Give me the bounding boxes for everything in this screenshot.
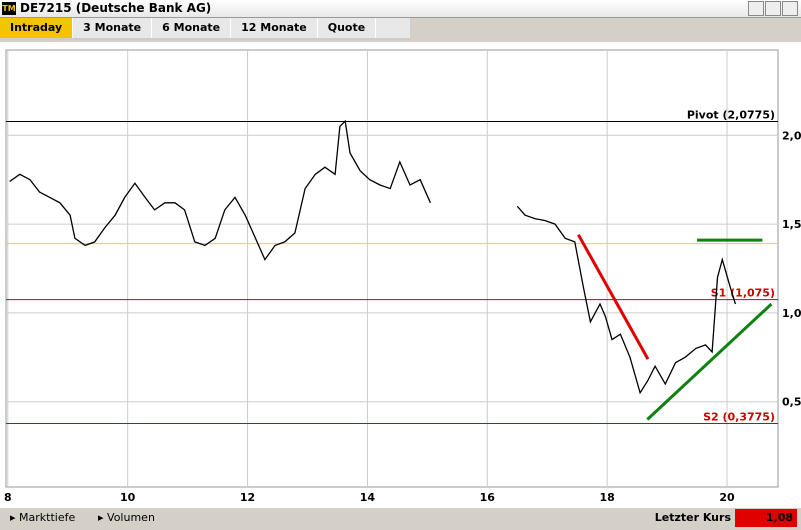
y-tick-label: 0,5 — [782, 396, 801, 409]
chart: 8 10 12 14 16 18 20 0,5 1,0 1,5 2,0 Pivot (2,0775) S… — [0, 42, 801, 508]
x-tick-label: 14 — [360, 491, 376, 504]
window-title: DE7215 (Deutsche Bank AG) — [20, 1, 212, 15]
x-tick-label: 18 — [600, 491, 615, 504]
y-tick-label: 1,0 — [782, 307, 801, 320]
x-tick-label: 20 — [719, 491, 735, 504]
level-label: S1 (1,075) — [711, 287, 775, 300]
x-tick-label: 10 — [120, 491, 136, 504]
price-line — [9, 119, 737, 395]
tab[interactable]: 6 Monate — [152, 18, 232, 38]
close-button[interactable] — [782, 1, 798, 16]
y-tick-label: 1,5 — [782, 218, 801, 231]
x-tick-label: 8 — [4, 491, 12, 504]
plot-area — [0, 42, 801, 508]
link-text: Volumen — [107, 511, 155, 524]
tab[interactable]: 3 Monate — [73, 18, 153, 38]
minimize-button[interactable] — [748, 1, 764, 16]
markttiefe-link[interactable]: ▸ Markttiefe — [10, 511, 76, 524]
tab[interactable]: Intraday — [0, 18, 74, 38]
link-text: Markttiefe — [19, 511, 76, 524]
tab[interactable]: Quote — [318, 18, 377, 38]
maximize-button[interactable] — [765, 1, 781, 16]
last-price: 1,08 — [735, 509, 797, 527]
plot-frame — [5, 49, 779, 488]
trend-line — [577, 234, 650, 360]
tab[interactable]: 12 Monate — [231, 18, 318, 38]
last-price-label: Letzter Kurs — [654, 511, 731, 524]
x-tick-label: 16 — [480, 491, 496, 504]
trend-line — [646, 302, 773, 421]
level-label: S2 (0,3775) — [703, 410, 775, 423]
tab-bar: Intraday 3 Monate 6 Monate 12 Monate Quote — [0, 18, 410, 40]
y-tick-label: 2,0 — [782, 129, 801, 142]
footer: ▸ Markttiefe ▸ Volumen Letzter Kurs 1,08 — [0, 508, 801, 530]
level-label: Pivot (2,0775) — [687, 109, 775, 122]
x-tick-label: 12 — [240, 491, 255, 504]
title-bar: TM DE7215 (Deutsche Bank AG) — [0, 0, 801, 18]
volumen-link[interactable]: ▸ Volumen — [98, 511, 155, 524]
app-icon: TM — [2, 2, 16, 15]
